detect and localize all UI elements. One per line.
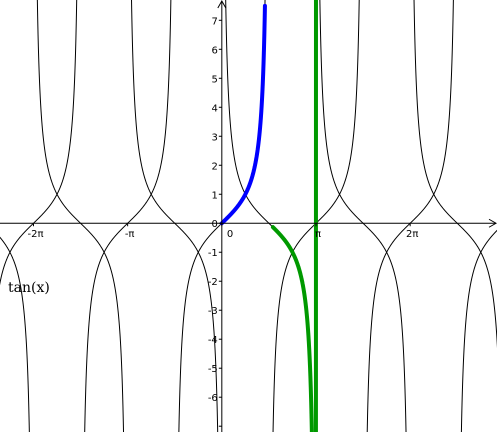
- series-cot-3-line: [270, 0, 318, 432]
- y-tick-label-12: 6: [211, 45, 217, 56]
- y-tick-label-8: 2: [211, 161, 217, 172]
- y-tick-label-10: 4: [211, 103, 217, 114]
- y-tick-label-2: -4: [208, 335, 218, 346]
- x-axis-arrow: [488, 218, 497, 228]
- y-axis-arrow: [217, 0, 227, 9]
- y-tick-label-0: -6: [208, 393, 218, 404]
- series-tan-2-line: [219, 3, 267, 226]
- x-tick-label-3: π: [315, 229, 321, 240]
- x-tick-label-4: 2π: [406, 229, 418, 240]
- labels-layer: -2π -π 0 π 2π -6 -5 -4 -3 -2 -1 0 1 2 3 4 5 6 7: [27, 16, 418, 404]
- x-tick-label-1: -π: [125, 229, 135, 240]
- y-tick-label-5: -1: [208, 248, 218, 259]
- function-label: tan(x): [8, 280, 50, 296]
- y-tick-label-3: -3: [208, 306, 218, 317]
- y-tick-label-9: 3: [211, 132, 217, 143]
- y-tick-label-4: -2: [208, 277, 218, 288]
- y-tick-label-6: 0: [211, 219, 217, 230]
- y-tick-label-1: -5: [208, 364, 218, 375]
- x-tick-label-2: 0: [227, 229, 233, 240]
- y-tick-label-13: 7: [211, 16, 217, 27]
- y-tick-label-11: 5: [211, 74, 217, 85]
- y-tick-label-7: 1: [211, 190, 217, 201]
- x-tick-label-0: -2π: [27, 229, 43, 240]
